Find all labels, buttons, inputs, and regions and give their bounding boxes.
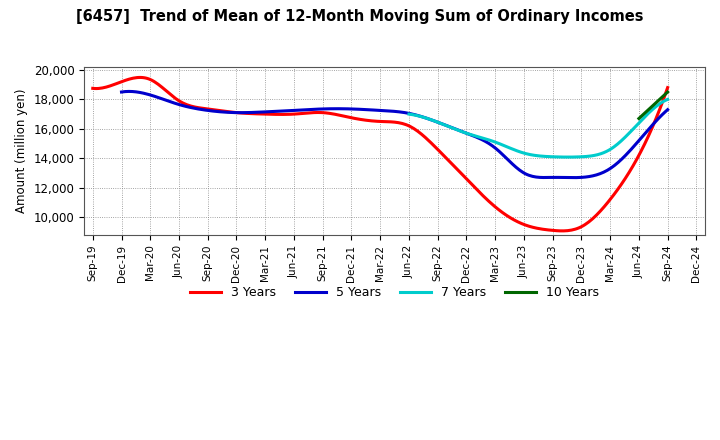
3 Years	[442, 156, 451, 161]
7 Years	[640, 115, 649, 120]
3 Years	[431, 144, 439, 149]
5 Years	[581, 174, 590, 180]
7 Years	[558, 154, 567, 160]
5 Years	[616, 158, 624, 163]
Line: 10 Years: 10 Years	[639, 92, 667, 118]
Legend: 3 Years, 5 Years, 7 Years, 10 Years: 3 Years, 5 Years, 7 Years, 10 Years	[185, 281, 604, 304]
10 Years	[634, 116, 643, 121]
5 Years	[663, 107, 672, 112]
10 Years	[663, 89, 672, 95]
7 Years	[663, 97, 672, 102]
Line: 7 Years: 7 Years	[409, 99, 667, 157]
7 Years	[559, 154, 567, 160]
7 Years	[405, 111, 413, 117]
5 Years	[444, 124, 453, 129]
5 Years	[568, 175, 577, 180]
5 Years	[442, 123, 451, 128]
3 Years	[557, 228, 566, 234]
7 Years	[564, 154, 572, 160]
5 Years	[119, 89, 127, 95]
7 Years	[563, 154, 572, 160]
3 Years	[663, 85, 672, 90]
5 Years	[454, 127, 462, 132]
5 Years	[125, 89, 133, 94]
3 Years	[137, 75, 145, 80]
5 Years	[117, 89, 126, 95]
7 Years	[624, 132, 632, 137]
3 Years	[89, 86, 97, 91]
3 Years	[91, 86, 99, 91]
Line: 5 Years: 5 Years	[122, 92, 667, 178]
3 Years	[433, 146, 441, 151]
3 Years	[613, 187, 622, 192]
7 Years	[405, 112, 414, 117]
Text: [6457]  Trend of Mean of 12-Month Moving Sum of Ordinary Incomes: [6457] Trend of Mean of 12-Month Moving …	[76, 9, 644, 24]
Line: 3 Years: 3 Years	[93, 77, 667, 231]
Y-axis label: Amount (million yen): Amount (million yen)	[15, 88, 28, 213]
3 Years	[577, 224, 585, 230]
